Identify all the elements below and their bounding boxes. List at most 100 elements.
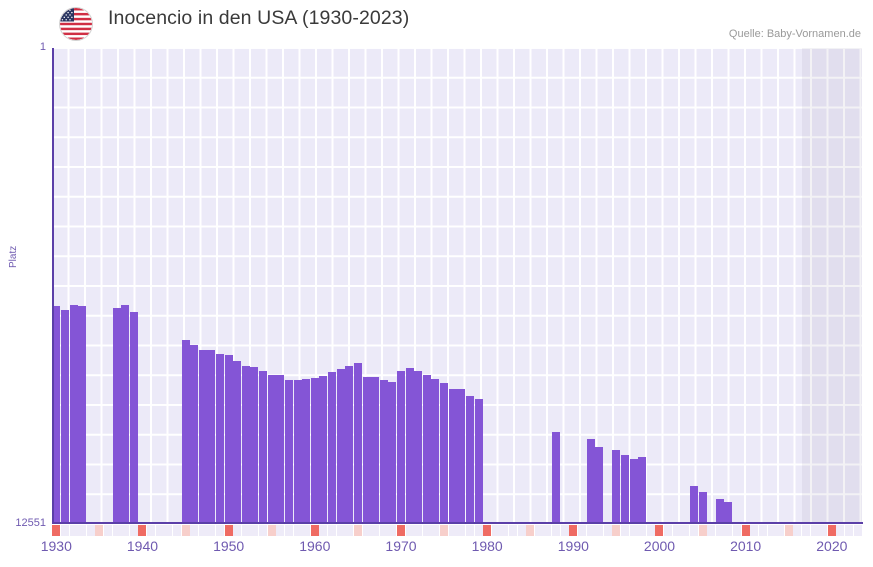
bar (328, 372, 337, 524)
x-tick-cell (181, 525, 190, 536)
plot-area (52, 48, 862, 524)
bar (698, 492, 707, 524)
bar (207, 350, 216, 524)
x-tick-cell (250, 525, 259, 536)
x-tick-cell (52, 525, 61, 536)
x-tick-cell (362, 525, 371, 536)
x-tick-cell (543, 525, 552, 536)
x-tick-cell (664, 525, 673, 536)
x-tick-cell (104, 525, 112, 536)
x-tick-cell (793, 525, 802, 536)
x-tick-cell (758, 525, 767, 536)
x-tick-cell (233, 525, 242, 536)
bar (396, 371, 405, 524)
x-tick-cell (388, 525, 397, 536)
x-tick-cell (491, 525, 500, 536)
bar (198, 350, 207, 524)
bar (129, 312, 138, 524)
x-tick-cell (284, 525, 293, 536)
x-tick-cell (750, 525, 759, 536)
x-tick-cell (414, 525, 423, 536)
x-tick-cell (560, 525, 569, 536)
x-axis-tick-label: 1990 (557, 538, 589, 554)
x-tick-cell (483, 525, 492, 536)
bar (302, 379, 311, 524)
bar (629, 459, 638, 524)
y-axis-label-bottom: 12551 (15, 517, 46, 529)
x-tick-cell (293, 525, 302, 536)
bar (638, 457, 647, 524)
x-tick-cell (517, 525, 526, 536)
bar (362, 377, 371, 524)
x-tick-cell (707, 525, 716, 536)
x-tick-cell (595, 525, 604, 536)
x-tick-cell (336, 525, 345, 536)
x-axis-tick-label: 1940 (126, 538, 159, 554)
x-tick-cell (241, 525, 250, 536)
x-tick-cell (474, 525, 483, 536)
bar (284, 380, 293, 524)
bar (52, 306, 61, 524)
x-tick-cell (207, 525, 216, 536)
x-tick-cell (784, 525, 793, 536)
bar (612, 450, 621, 524)
x-tick-cell (440, 525, 449, 536)
x-axis-tick-label: 1950 (213, 538, 245, 554)
y-axis-label-top: 1 (39, 41, 46, 53)
x-tick-cell (216, 525, 225, 536)
x-tick-cell (612, 525, 621, 536)
bar (379, 380, 388, 524)
bar (552, 432, 561, 524)
bar (371, 377, 380, 524)
x-tick-cell (224, 525, 233, 536)
x-tick-cell (500, 525, 509, 536)
bar (267, 375, 276, 524)
x-tick-cell (69, 525, 78, 536)
x-tick-cell (310, 525, 319, 536)
x-tick-cell (267, 525, 276, 536)
x-tick-cell (509, 525, 517, 536)
bar (69, 305, 78, 524)
x-tick-cell (577, 525, 586, 536)
x-tick-cell (853, 525, 862, 536)
x-tick-cell (198, 525, 207, 536)
x-tick-cell (405, 525, 414, 536)
x-tick-cell (733, 525, 742, 536)
bar (250, 367, 259, 524)
y-axis-line (52, 48, 54, 524)
bar (715, 499, 724, 524)
x-tick-cell (86, 525, 95, 536)
x-tick-cell (810, 525, 819, 536)
x-tick-cell (396, 525, 405, 536)
x-tick-cell (422, 525, 431, 536)
x-tick-cell (845, 525, 854, 536)
us-flag-icon (60, 8, 92, 40)
x-tick-cell (138, 525, 147, 536)
page-title: Inocencio in den USA (1930-2023) (108, 7, 410, 29)
x-tick-cell (172, 525, 181, 536)
bar (181, 340, 190, 524)
x-tick-cell (457, 525, 466, 536)
x-axis-tick-label: 1970 (385, 538, 417, 554)
bar (224, 355, 233, 524)
x-tick-cell (95, 525, 104, 536)
x-tick-band (52, 525, 863, 536)
x-tick-cell (767, 525, 776, 536)
bar (388, 382, 397, 524)
x-tick-cell (276, 525, 285, 536)
x-tick-cell (302, 525, 311, 536)
bar (112, 308, 121, 524)
chart-header: Inocencio in den USA (1930-2023) Quelle:… (0, 0, 873, 48)
x-tick-cell (741, 525, 750, 536)
bar (276, 375, 285, 524)
bar (586, 439, 595, 524)
x-tick-cell (345, 525, 354, 536)
forecast-shaded-band (801, 48, 862, 524)
x-tick-cell (629, 525, 638, 536)
bar (689, 486, 698, 524)
bar (724, 502, 733, 524)
x-tick-cell (724, 525, 733, 536)
bar (310, 378, 319, 524)
x-tick-cell (328, 525, 337, 536)
